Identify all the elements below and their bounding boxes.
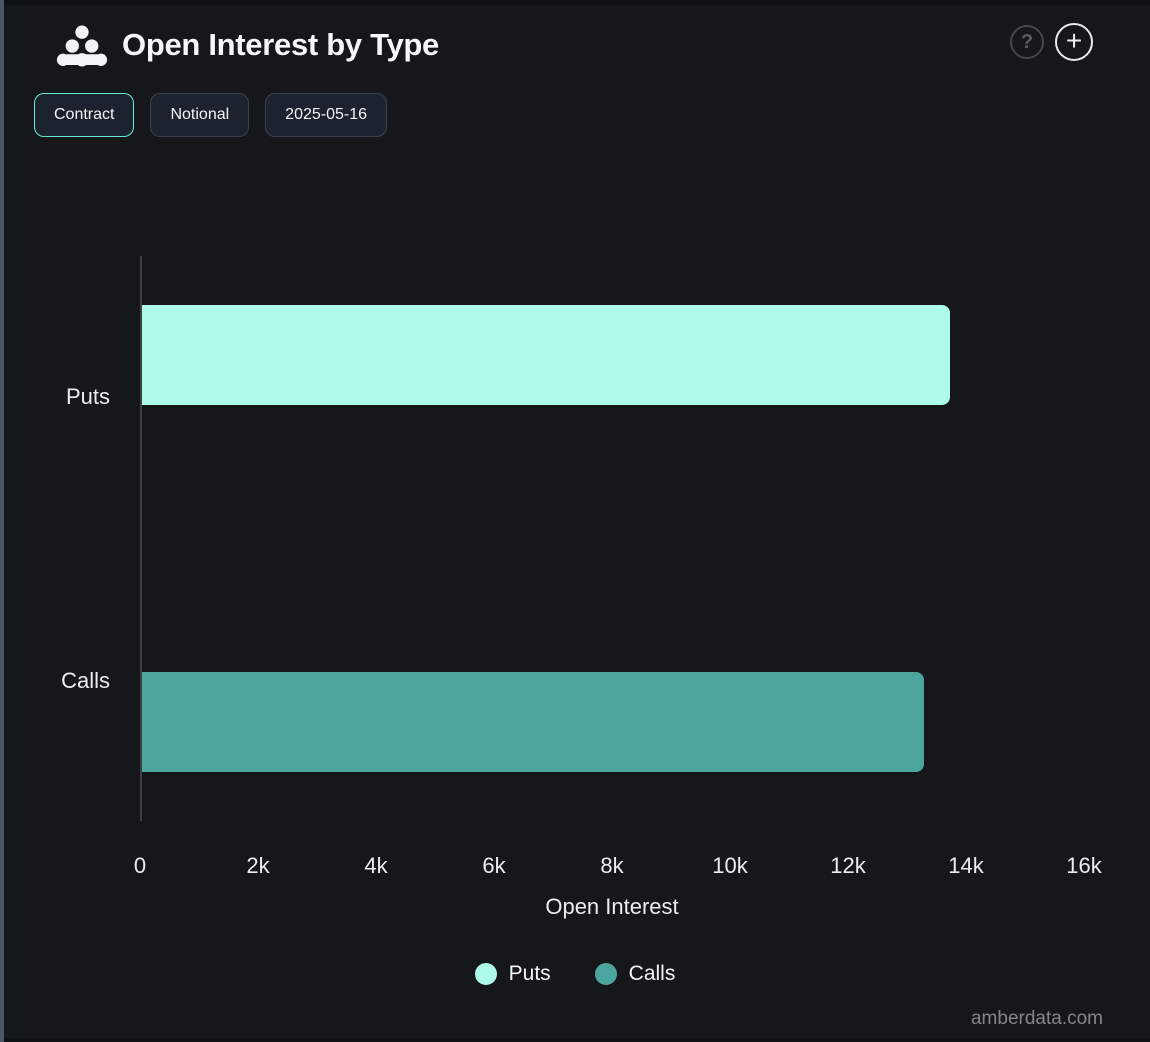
legend-label: Puts bbox=[508, 962, 551, 985]
x-axis-tick-14k: 14k bbox=[948, 853, 984, 878]
x-axis-tick-4k: 4k bbox=[364, 853, 388, 878]
y-axis-label-puts: Puts bbox=[65, 384, 110, 409]
question-mark-icon: ? bbox=[1020, 31, 1034, 53]
legend-item-calls[interactable]: Calls bbox=[594, 962, 676, 986]
left-edge-divider bbox=[0, 0, 4, 1042]
expiration-date-button[interactable]: 2025-05-16 bbox=[265, 93, 388, 137]
x-axis-tick-2k: 2k bbox=[246, 853, 270, 878]
notional-toggle-button[interactable]: Notional bbox=[150, 93, 250, 137]
bottom-edge-divider bbox=[0, 1038, 1150, 1042]
bar-puts[interactable] bbox=[142, 305, 950, 405]
legend-label: Calls bbox=[628, 962, 676, 985]
x-axis-tick-6k: 6k bbox=[482, 853, 506, 878]
legend-item-puts[interactable]: Puts bbox=[474, 962, 551, 986]
watermark: amberdata.com bbox=[970, 1008, 1103, 1029]
x-axis-tick-8k: 8k bbox=[600, 853, 624, 878]
help-button[interactable]: ? bbox=[1010, 25, 1044, 59]
x-axis-tick-10k: 10k bbox=[712, 853, 748, 878]
page-title: Open Interest by Type bbox=[122, 27, 439, 62]
x-axis-title: Open Interest bbox=[545, 894, 679, 919]
add-button[interactable]: + bbox=[1055, 23, 1093, 61]
chart-legend: Puts Calls bbox=[0, 962, 1150, 986]
bar-calls[interactable] bbox=[142, 672, 924, 772]
x-axis-tick-0: 0 bbox=[133, 853, 147, 878]
x-axis-tick-12k: 12k bbox=[830, 853, 866, 878]
plus-icon: + bbox=[1065, 24, 1083, 56]
toolbar: Contract Notional 2025-05-16 bbox=[34, 93, 388, 137]
y-axis-label-calls: Calls bbox=[61, 668, 110, 693]
x-axis-tick-16k: 16k bbox=[1066, 853, 1102, 878]
contract-toggle-button[interactable]: Contract bbox=[34, 93, 135, 137]
calls-legend-dot-icon bbox=[594, 963, 617, 985]
top-edge-divider bbox=[0, 0, 1150, 5]
puts-legend-dot-icon bbox=[474, 963, 497, 985]
amberdata-logo-icon bbox=[56, 25, 108, 67]
y-axis-line bbox=[140, 256, 142, 821]
